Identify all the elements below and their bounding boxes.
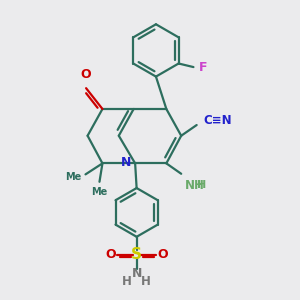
Text: O: O	[81, 68, 92, 81]
Text: C≡N: C≡N	[203, 114, 232, 127]
Text: NH: NH	[185, 178, 205, 191]
Text: Me: Me	[91, 187, 108, 196]
Text: H: H	[141, 275, 151, 288]
Text: N: N	[131, 267, 142, 280]
Text: S: S	[131, 247, 142, 262]
Text: H: H	[197, 180, 206, 190]
Text: O: O	[158, 248, 168, 261]
Text: H: H	[122, 275, 132, 288]
Text: F: F	[199, 61, 207, 74]
Text: Me: Me	[65, 172, 82, 182]
Text: O: O	[105, 248, 116, 261]
Text: N: N	[121, 156, 132, 169]
